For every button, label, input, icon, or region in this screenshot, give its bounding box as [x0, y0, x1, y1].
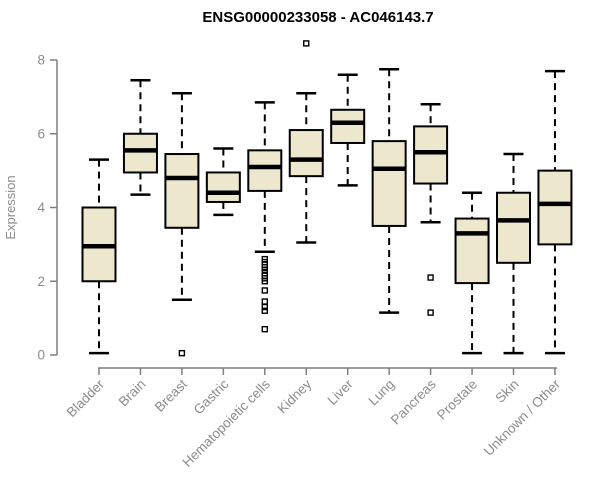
outlier-point — [261, 307, 268, 314]
y-tick-label: 2 — [37, 274, 45, 289]
box-rect — [247, 149, 283, 192]
box-rect — [122, 132, 158, 174]
outlier-point — [427, 274, 434, 281]
x-category-label: Prostate — [434, 377, 480, 423]
chart-title: ENSG00000233058 - AC046143.7 — [202, 9, 433, 26]
x-category-label: Brain — [116, 377, 149, 410]
box-rect — [288, 129, 324, 178]
outlier-point — [261, 287, 268, 294]
x-category-label: Bladder — [64, 376, 108, 420]
y-tick-label: 4 — [37, 200, 45, 215]
y-tick-label: 6 — [37, 126, 45, 141]
x-category-label: Pancreas — [388, 376, 439, 427]
x-category-label: Gastric — [191, 376, 232, 417]
box-rect — [496, 191, 531, 264]
y-axis-title: Expression — [3, 175, 18, 239]
x-category-label: Unknown / Other — [481, 376, 564, 459]
y-tick-label: 0 — [37, 348, 45, 363]
y-tick-label: 8 — [37, 53, 45, 68]
outlier-point — [178, 349, 186, 357]
box-rect — [371, 140, 407, 227]
box-rect — [413, 125, 449, 185]
outlier-point — [427, 309, 434, 316]
outlier-point — [303, 40, 310, 47]
box-rect — [537, 169, 573, 246]
outlier-point — [261, 303, 268, 311]
x-category-label: Liver — [325, 376, 357, 408]
box-rect — [205, 171, 241, 203]
x-category-label: Breast — [152, 376, 190, 414]
x-category-label: Skin — [492, 377, 521, 406]
outlier-point — [261, 298, 268, 305]
outlier-point — [261, 278, 268, 285]
box-rect — [164, 153, 200, 229]
box-rect — [454, 217, 490, 285]
x-category-label: Lung — [365, 377, 397, 409]
x-category-label: Kidney — [275, 376, 315, 416]
outlier-point — [261, 325, 268, 333]
box-rect — [330, 108, 366, 144]
